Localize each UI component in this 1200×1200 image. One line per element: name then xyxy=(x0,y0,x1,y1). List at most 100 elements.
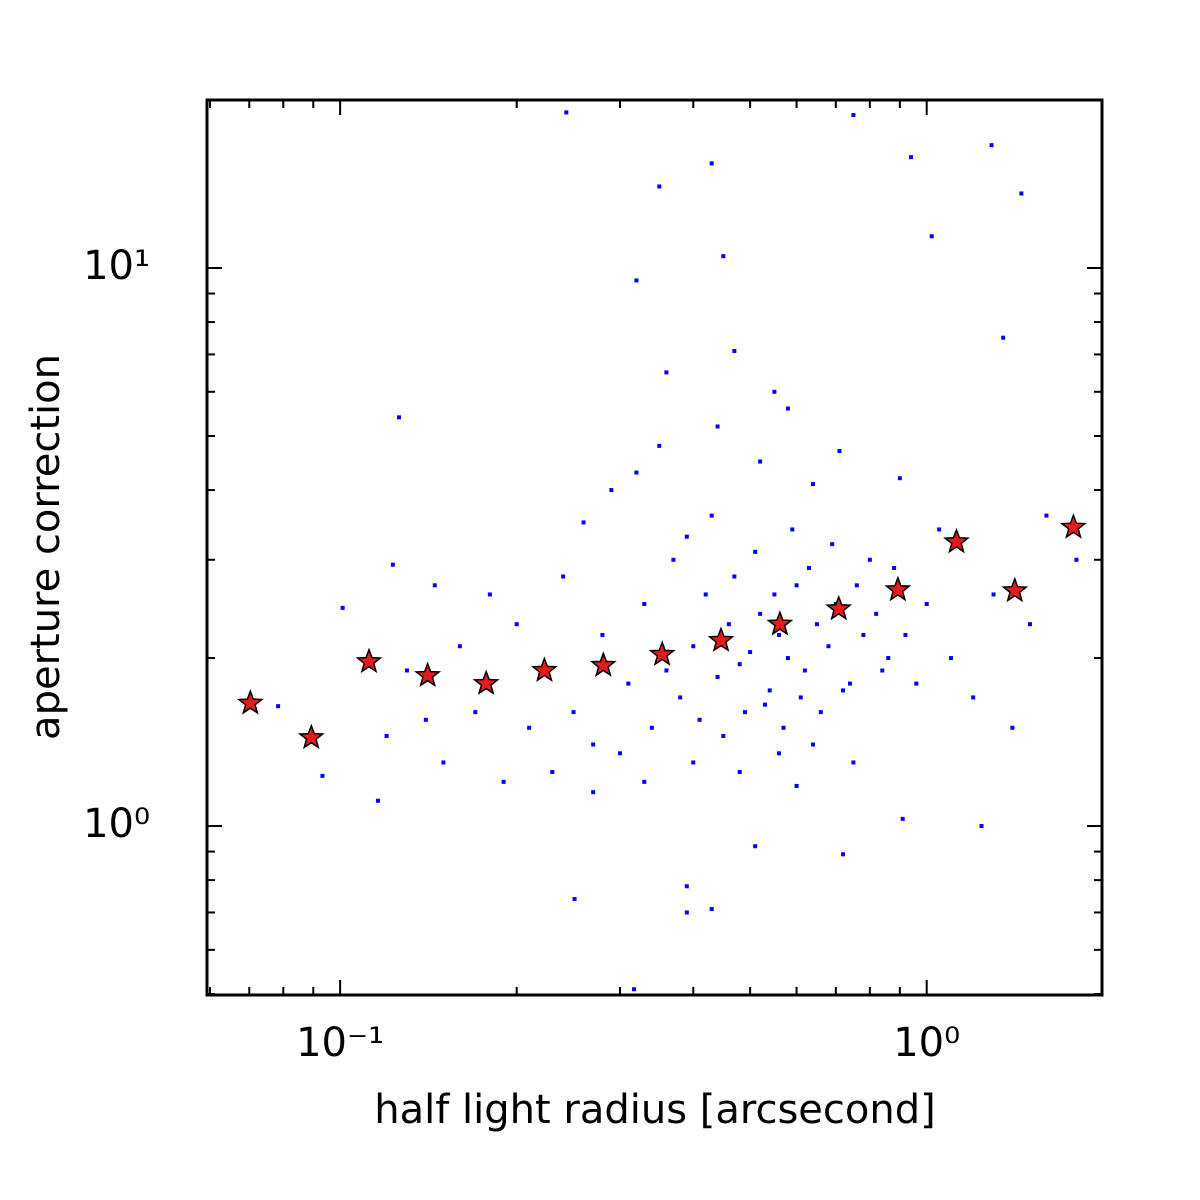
scatter-point xyxy=(617,751,622,756)
scatter-point xyxy=(753,549,758,554)
scatter-point xyxy=(776,751,781,756)
scatter-point xyxy=(794,783,799,788)
scatter-point xyxy=(572,897,577,902)
star-point xyxy=(589,651,617,677)
scatter-point xyxy=(851,112,856,117)
scatter-point xyxy=(473,710,478,715)
scatter-point xyxy=(790,527,795,532)
scatter-point xyxy=(937,527,942,532)
scatter-point xyxy=(737,769,742,774)
scatter-point xyxy=(581,520,586,525)
scatter-point xyxy=(657,184,662,189)
scatter-point xyxy=(772,389,777,394)
x-axis-label: half light radius [arcsecond] xyxy=(374,1087,935,1133)
scatter-point xyxy=(798,695,803,700)
y-tick-label: 10¹ xyxy=(83,243,150,289)
scatter-point xyxy=(737,662,742,667)
scatter-point xyxy=(721,254,726,259)
scatter-point xyxy=(811,482,816,487)
scatter-point xyxy=(691,760,696,765)
scatter-point xyxy=(767,688,772,693)
scatter-point xyxy=(487,592,492,597)
scatter-point xyxy=(657,443,662,448)
star-point xyxy=(707,626,735,652)
scatter-point xyxy=(441,760,446,765)
scatter-point xyxy=(1001,335,1006,340)
scatter-point xyxy=(841,688,846,693)
scatter-point xyxy=(632,987,637,992)
scatter-point xyxy=(830,542,835,547)
scatter-point xyxy=(900,816,905,821)
scatter-point xyxy=(703,592,708,597)
scatter-point xyxy=(806,565,811,570)
scatter-point xyxy=(732,348,737,353)
scatter-point xyxy=(671,557,676,562)
scatter-point xyxy=(914,681,919,686)
plot-frame xyxy=(205,98,1104,997)
scatter-point xyxy=(390,562,395,567)
scatter-point xyxy=(991,592,996,597)
scatter-point xyxy=(781,725,786,730)
star-point xyxy=(472,669,500,696)
scatter-point xyxy=(423,717,428,722)
x-tick-label: 10⁰ xyxy=(893,1020,960,1066)
scatter-point xyxy=(664,370,669,375)
scatter-point xyxy=(776,632,781,637)
scatter-point xyxy=(591,742,596,747)
scatter-point xyxy=(886,656,891,661)
scatter-point xyxy=(903,632,908,637)
scatter-point xyxy=(826,644,831,649)
scatter-point xyxy=(861,632,866,637)
scatter-point xyxy=(758,459,763,464)
scatter-point xyxy=(726,622,731,627)
scatter-point xyxy=(396,415,401,420)
scatter-point xyxy=(785,656,790,661)
scatter-point xyxy=(375,798,380,803)
scatter-point xyxy=(1010,725,1015,730)
scatter-point xyxy=(384,733,389,738)
scatter-point xyxy=(564,110,569,115)
scatter-point xyxy=(715,674,720,679)
scatter-point xyxy=(642,779,647,784)
scatter-point xyxy=(1019,191,1024,196)
star-point xyxy=(1059,513,1087,539)
scatter-point xyxy=(721,733,726,738)
scatter-point xyxy=(709,513,714,518)
scatter-point xyxy=(457,644,462,649)
scatter-point xyxy=(320,773,325,778)
scatter-point xyxy=(684,910,689,915)
scatter-point xyxy=(742,710,747,715)
scatter-point xyxy=(847,681,852,686)
scatter-point xyxy=(276,704,281,709)
scatter-point xyxy=(979,824,984,829)
scatter-point xyxy=(948,656,953,661)
star-point xyxy=(355,647,383,674)
star-point xyxy=(766,610,794,636)
scatter-point xyxy=(432,583,437,588)
scatter-point xyxy=(626,681,631,686)
scatter-point xyxy=(715,424,720,429)
scatter-point xyxy=(550,769,555,774)
scatter-point xyxy=(841,852,846,857)
scatter-point xyxy=(732,574,737,579)
scatter-point xyxy=(762,702,767,707)
scatter-point xyxy=(908,155,913,160)
scatter-point xyxy=(697,717,702,722)
scatter-point xyxy=(514,622,519,627)
star-point xyxy=(825,594,853,621)
scatter-point xyxy=(874,611,879,616)
scatter-point xyxy=(1027,622,1032,627)
scatter-point xyxy=(753,844,758,849)
scatter-point xyxy=(709,907,714,912)
star-point xyxy=(530,656,558,682)
scatter-point xyxy=(501,779,506,784)
scatter-point xyxy=(591,790,596,795)
scatter-point xyxy=(649,725,654,730)
scatter-point xyxy=(634,470,639,475)
scatter-point xyxy=(794,583,799,588)
star-point xyxy=(297,723,325,750)
star-point xyxy=(648,640,676,666)
scatter-point xyxy=(814,622,819,627)
scatter-point xyxy=(989,143,994,148)
scatter-point xyxy=(924,601,929,606)
